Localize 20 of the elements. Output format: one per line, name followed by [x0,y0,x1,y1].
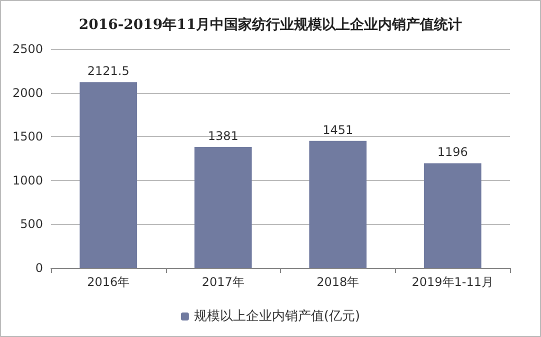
bar [309,140,367,268]
bar [80,82,138,268]
legend-label: 规模以上企业内销产值(亿元) [194,309,360,324]
data-label: 2121.5 [87,64,130,78]
x-tick-label: 2017年 [202,275,244,289]
y-tick-label: 1000 [12,173,43,188]
y-tick-label: 500 [20,217,43,232]
y-tick-label: 2000 [12,86,43,100]
data-label: 1451 [322,122,354,137]
bar [424,163,482,268]
y-tick-label: 0 [35,261,43,275]
data-label: 1381 [208,129,238,144]
data-label: 1196 [437,145,468,160]
y-tick-label: 1500 [12,130,43,144]
chart-title: 2016-2019年11月中国家纺行业规模以上企业内销产值统计 [78,16,462,33]
x-tick-label: 2018年 [316,275,360,289]
x-tick-label: 2016年 [87,275,130,289]
x-tick-label: 2019年1-11月 [412,275,494,289]
bar [194,147,252,268]
y-tick-label: 2500 [12,42,43,56]
